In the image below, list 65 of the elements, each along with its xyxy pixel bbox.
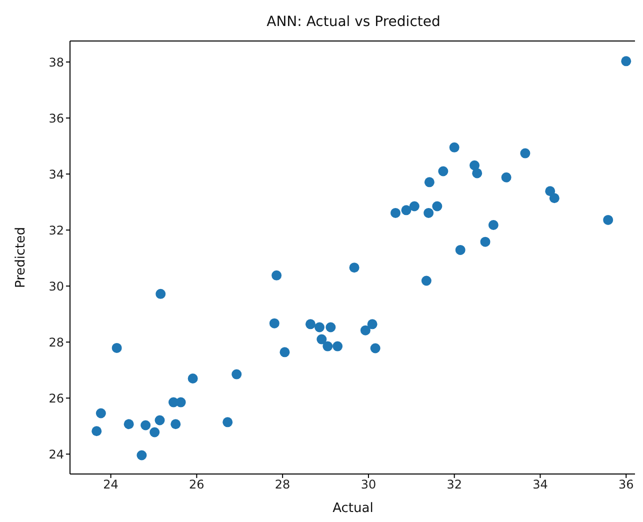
x-tick-label: 26 [189, 478, 204, 492]
point [621, 56, 632, 66]
x-axis-title: Actual [332, 501, 374, 516]
point [360, 325, 370, 336]
point [472, 168, 482, 178]
point [124, 419, 134, 430]
point [332, 341, 343, 352]
point [370, 343, 380, 354]
point [390, 208, 401, 218]
point [438, 166, 448, 176]
y-tick-label: 26 [48, 391, 64, 406]
point [449, 142, 460, 152]
point [349, 262, 360, 273]
point [269, 318, 280, 328]
point [322, 341, 333, 352]
point [424, 177, 434, 188]
point [222, 417, 233, 428]
x-tick-label: 28 [274, 478, 290, 492]
x-tick-label: 24 [103, 478, 118, 492]
point [232, 369, 242, 380]
point [480, 236, 490, 247]
y-tick-label: 34 [48, 167, 64, 182]
point [421, 276, 432, 286]
point [432, 201, 442, 212]
point [316, 334, 327, 344]
point [409, 201, 420, 212]
x-tick-label: 36 [618, 478, 634, 492]
point [176, 397, 186, 408]
point [96, 408, 106, 418]
point [150, 427, 160, 438]
point [455, 244, 466, 255]
point [314, 322, 325, 332]
point [136, 450, 147, 460]
point [170, 419, 181, 430]
chart-title: ANN: Actual vs Predicted [266, 14, 442, 30]
point [156, 288, 166, 299]
point [112, 342, 122, 353]
point [154, 415, 165, 426]
point [603, 214, 614, 225]
point [92, 426, 102, 436]
y-tick-label: 36 [48, 111, 64, 126]
point [488, 220, 498, 230]
point [401, 205, 412, 216]
y-tick-label: 38 [48, 55, 64, 70]
y-tick-label: 30 [48, 279, 64, 294]
point [367, 319, 378, 330]
point [280, 347, 290, 358]
x-tick-label: 30 [360, 478, 376, 492]
x-tick-label: 34 [532, 478, 548, 492]
point [549, 193, 560, 204]
point [272, 270, 282, 280]
point [424, 208, 434, 218]
point [520, 148, 530, 158]
y-tick-label: 32 [48, 223, 64, 238]
x-tick-label: 32 [446, 478, 462, 492]
point [140, 420, 151, 430]
point [545, 186, 556, 196]
point [470, 160, 480, 170]
point [305, 319, 316, 330]
y-tick-label: 28 [48, 335, 64, 350]
point [188, 373, 198, 384]
y-axis-title: Predicted [14, 226, 29, 288]
point [501, 172, 512, 182]
point [326, 322, 336, 332]
y-tick-label: 24 [48, 447, 64, 462]
